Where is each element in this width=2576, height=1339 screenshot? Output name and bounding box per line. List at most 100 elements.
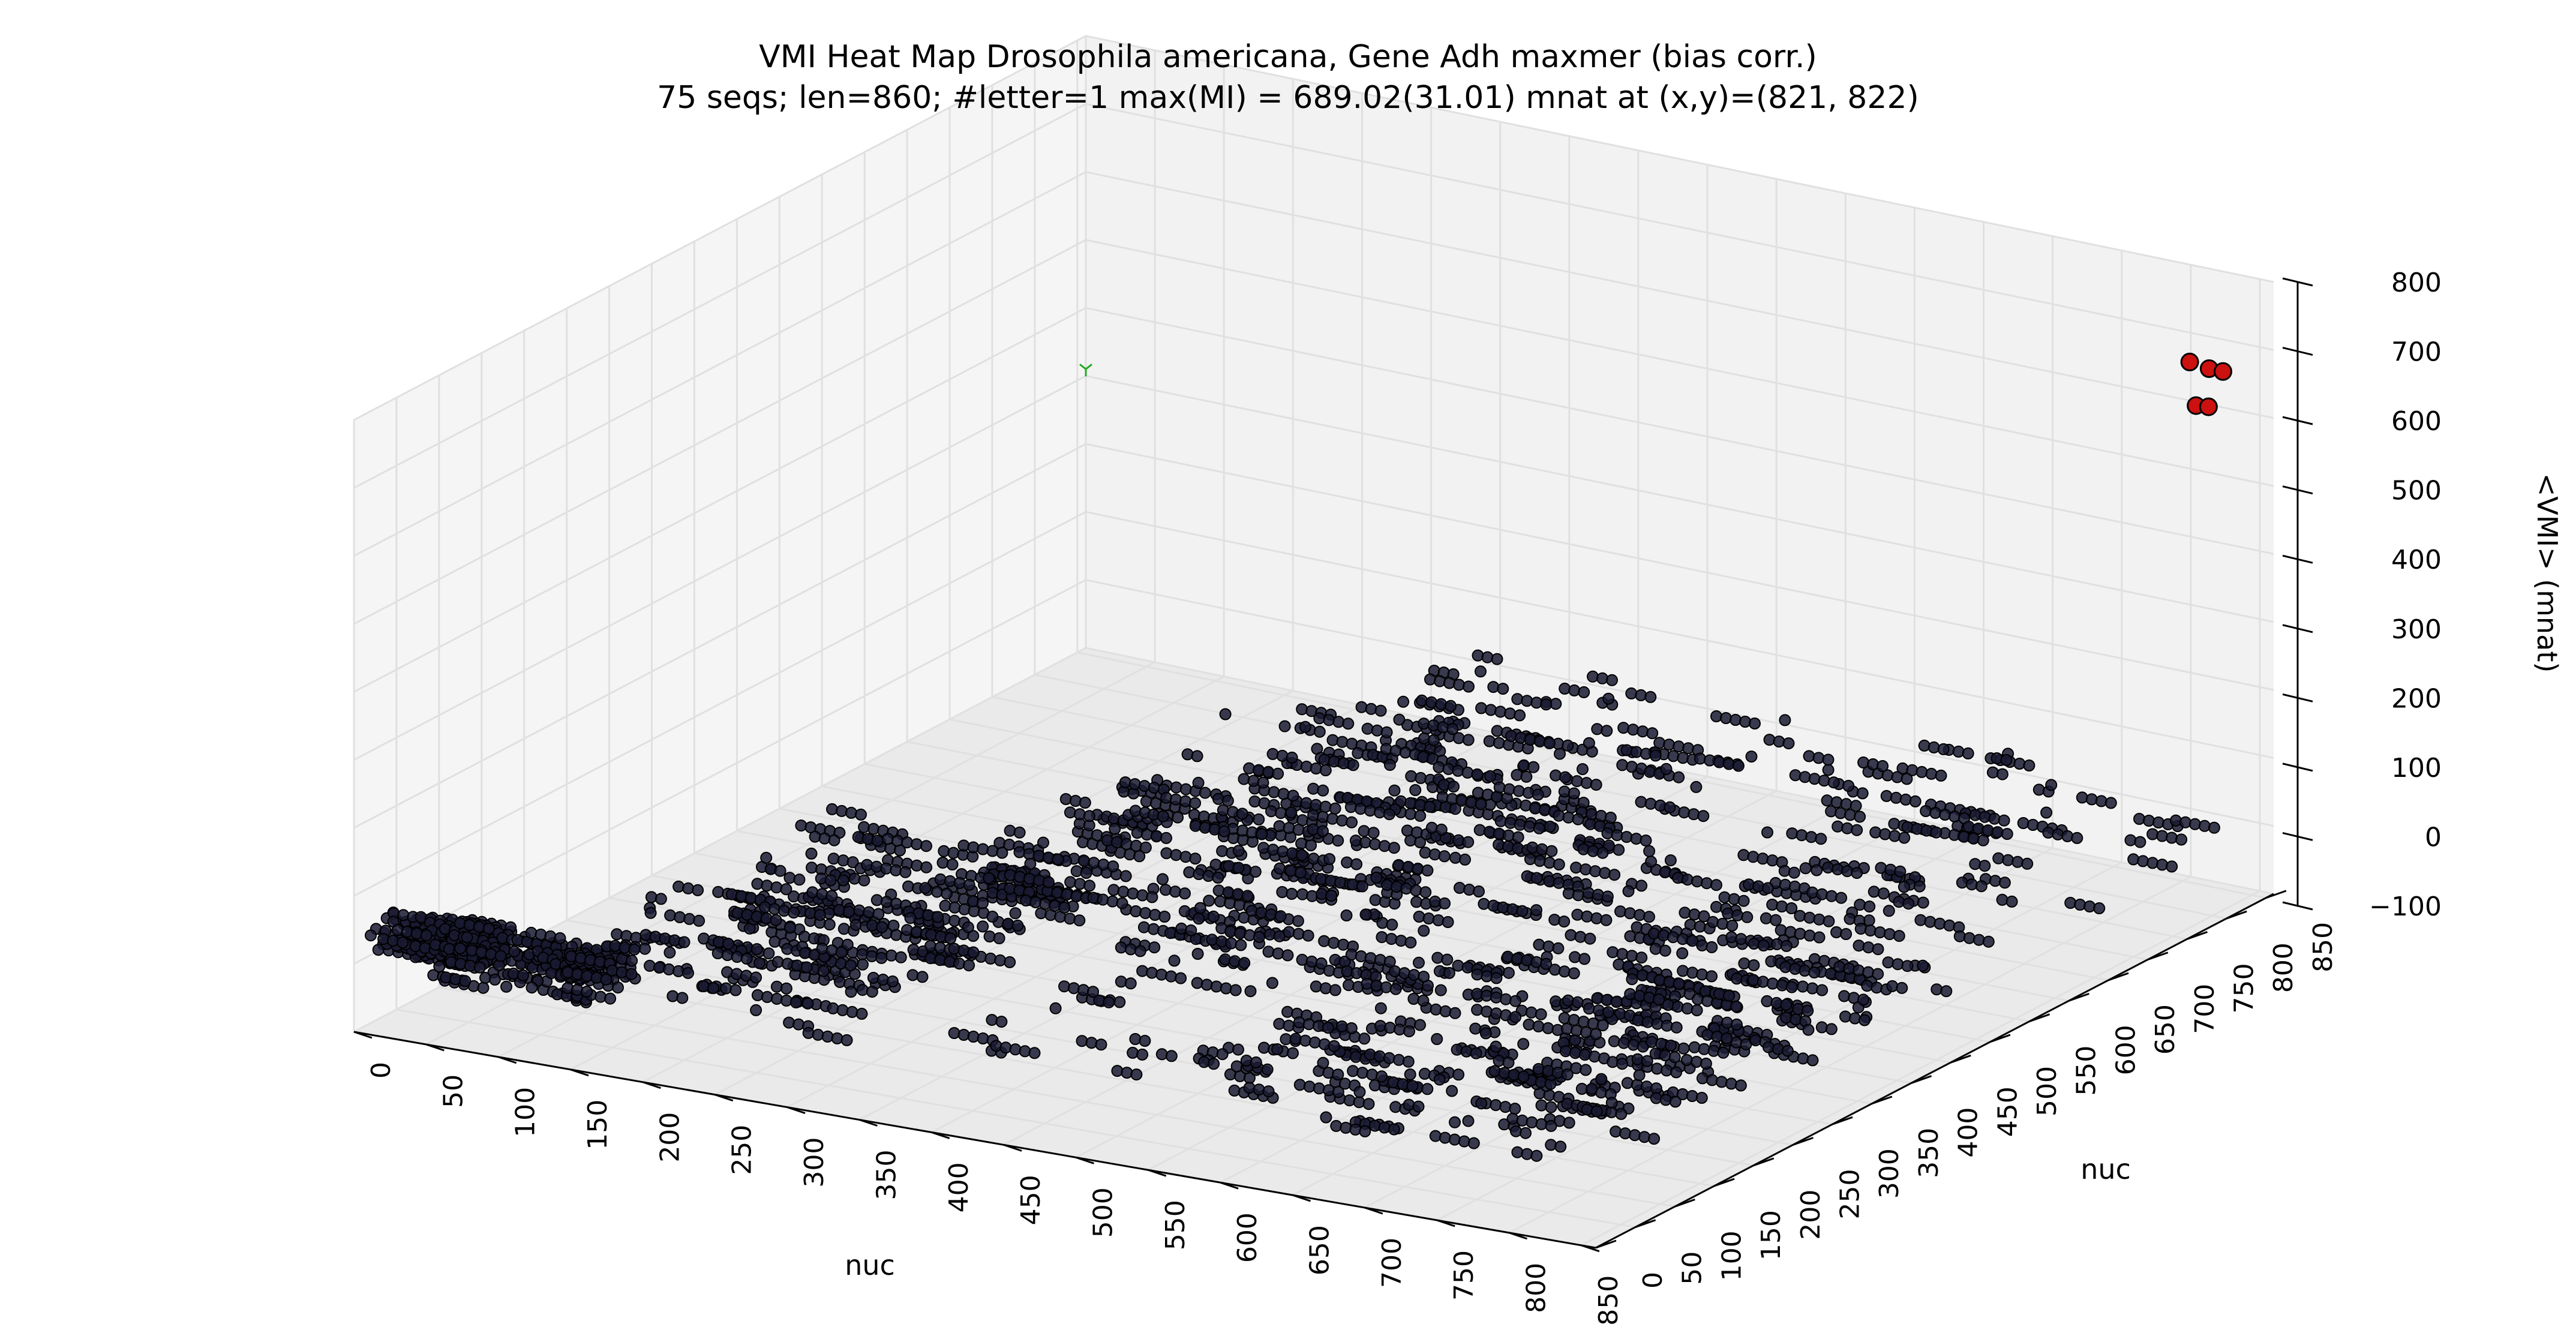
data-point xyxy=(1948,810,1961,822)
data-point xyxy=(1869,826,1882,839)
data-point xyxy=(1550,769,1562,782)
data-point xyxy=(1296,849,1308,861)
y-tick-label: 700 xyxy=(2190,984,2220,1034)
data-point xyxy=(1158,911,1171,923)
data-point xyxy=(1929,807,1942,819)
data-point xyxy=(816,888,828,900)
data-point xyxy=(1248,795,1261,807)
data-point xyxy=(821,1030,834,1043)
data-point xyxy=(1802,1023,1815,1036)
data-point xyxy=(1481,1005,1493,1018)
data-point xyxy=(1013,884,1026,897)
data-point xyxy=(1691,875,1703,888)
data-point xyxy=(1998,814,2010,827)
data-point xyxy=(1588,1050,1601,1063)
data-point xyxy=(1232,1043,1244,1056)
data-point xyxy=(1261,1063,1274,1076)
data-point xyxy=(1410,826,1423,839)
data-point xyxy=(916,971,929,983)
data-point xyxy=(420,929,433,942)
data-point xyxy=(1068,982,1080,995)
data-point xyxy=(1665,1039,1677,1052)
data-point xyxy=(1427,719,1440,732)
data-point xyxy=(1630,833,1643,845)
data-point xyxy=(1532,1063,1545,1075)
data-point xyxy=(1781,939,1793,952)
data-point xyxy=(1493,839,1505,851)
data-point xyxy=(1806,1054,1819,1067)
data-point xyxy=(1376,1070,1388,1083)
data-point xyxy=(1445,699,1457,712)
data-point xyxy=(1543,857,1556,869)
data-point xyxy=(1364,804,1376,817)
data-point xyxy=(1799,862,1812,875)
data-point xyxy=(1388,842,1400,854)
data-point xyxy=(1043,876,1055,888)
data-point xyxy=(674,911,686,923)
data-point xyxy=(1737,894,1750,907)
data-point xyxy=(866,986,878,998)
data-point xyxy=(876,974,889,986)
data-point xyxy=(1883,905,1895,917)
data-point xyxy=(713,936,725,948)
data-point xyxy=(805,847,818,860)
data-point xyxy=(1510,1125,1522,1137)
data-point xyxy=(1342,717,1355,730)
data-point xyxy=(461,931,473,944)
data-point xyxy=(1147,808,1160,821)
data-point xyxy=(924,939,936,952)
data-point xyxy=(1580,1064,1592,1076)
data-point xyxy=(1822,861,1835,874)
data-point xyxy=(1841,822,1854,834)
data-point xyxy=(1596,672,1608,684)
data-point xyxy=(1511,693,1524,705)
data-point xyxy=(1087,891,1100,904)
y-tick xyxy=(1792,1137,1814,1146)
data-point xyxy=(1106,895,1119,908)
data-point xyxy=(1312,1020,1325,1032)
data-point xyxy=(1558,915,1571,928)
data-point xyxy=(1710,900,1722,913)
data-point xyxy=(1726,919,1739,932)
data-point xyxy=(925,929,938,941)
data-point xyxy=(1230,1060,1243,1073)
data-point xyxy=(1939,809,1951,821)
data-point xyxy=(880,862,893,875)
data-point xyxy=(1199,786,1211,799)
data-point xyxy=(1484,770,1497,782)
data-point xyxy=(672,965,684,977)
data-point xyxy=(1083,879,1096,892)
data-point xyxy=(1317,810,1329,823)
data-point xyxy=(1383,956,1396,968)
data-point xyxy=(1659,944,1671,957)
data-point xyxy=(1412,1100,1425,1113)
data-point xyxy=(885,949,897,962)
data-point xyxy=(1494,705,1507,718)
data-point xyxy=(1374,954,1386,966)
data-point xyxy=(1561,1023,1573,1035)
data-point xyxy=(750,943,763,956)
data-point xyxy=(1462,1115,1475,1127)
data-point xyxy=(645,891,657,903)
data-point xyxy=(1139,907,1152,919)
data-point xyxy=(1637,725,1649,738)
data-point xyxy=(783,872,796,884)
data-point xyxy=(1630,746,1643,758)
data-point xyxy=(1986,766,1999,779)
data-point xyxy=(1583,1002,1595,1015)
data-point xyxy=(1659,1049,1671,1062)
y-tick xyxy=(2147,951,2169,961)
data-point xyxy=(958,903,971,915)
data-point xyxy=(953,957,966,970)
data-point xyxy=(1410,884,1422,897)
data-point xyxy=(372,944,385,956)
data-point xyxy=(1917,896,1929,909)
data-point xyxy=(1116,897,1128,909)
data-point xyxy=(1504,816,1517,829)
x-tick-label: 300 xyxy=(799,1137,830,1188)
data-point xyxy=(721,966,734,978)
data-point xyxy=(843,905,855,918)
data-point xyxy=(939,899,951,912)
data-point xyxy=(1696,939,1709,951)
data-point xyxy=(1861,980,1874,992)
